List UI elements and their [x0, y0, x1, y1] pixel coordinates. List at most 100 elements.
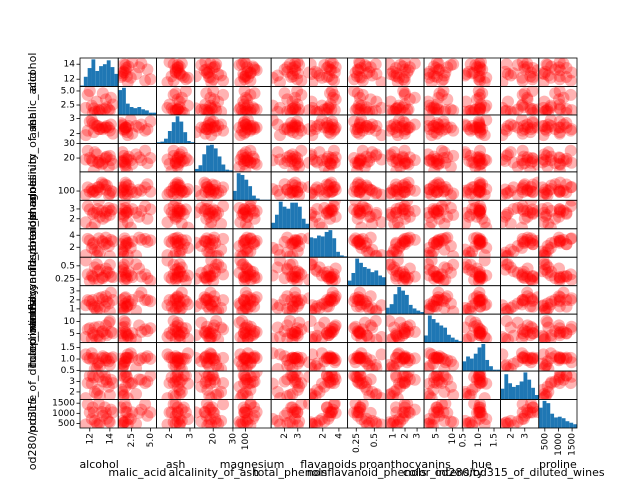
scatter-point	[86, 155, 99, 168]
cell	[80, 176, 119, 201]
scatter-point	[355, 221, 368, 229]
hist-bar	[443, 327, 448, 343]
scatter-point	[322, 352, 335, 365]
cell	[538, 86, 577, 115]
scatter-point	[507, 106, 520, 115]
scatter-point	[524, 206, 537, 219]
scatter-point	[273, 129, 286, 142]
scatter-point	[424, 249, 435, 258]
hist-bar	[412, 308, 417, 315]
scatter-point	[246, 376, 259, 389]
scatter-point	[118, 186, 127, 199]
scatter-point	[203, 332, 216, 343]
scatter-point	[500, 153, 509, 166]
scatter-point	[281, 246, 294, 258]
hist-bar	[225, 169, 230, 172]
scatter-point	[209, 60, 222, 73]
scatter-point	[549, 350, 562, 363]
cell	[118, 347, 157, 372]
scatter-point	[81, 200, 94, 213]
scatter-point	[398, 116, 411, 129]
scatter-point	[391, 188, 404, 201]
scatter-point	[233, 355, 246, 368]
scatter-point	[271, 413, 279, 426]
scatter-point	[169, 399, 182, 410]
scatter-point	[474, 401, 487, 414]
scatter-point	[90, 388, 103, 400]
scatter-point	[538, 202, 549, 215]
scatter-point	[473, 325, 486, 338]
scatter-point	[271, 243, 284, 256]
scatter-point	[139, 74, 152, 87]
scatter-point	[474, 178, 487, 191]
cell	[233, 114, 263, 142]
scatter-point	[392, 269, 405, 282]
scatter-point	[80, 418, 92, 428]
scatter-point	[167, 294, 180, 307]
scatter-point	[302, 104, 310, 115]
scatter-point	[441, 61, 454, 74]
scatter-point	[238, 234, 251, 247]
scatter-point	[173, 376, 186, 389]
scatter-point	[324, 325, 337, 338]
scatter-point	[309, 208, 317, 221]
scatter-point	[195, 121, 208, 134]
cell	[161, 347, 194, 372]
scatter-point	[239, 233, 252, 246]
cell	[500, 399, 539, 428]
scatter-point	[425, 257, 438, 267]
scatter-point	[281, 65, 294, 78]
scatter-point	[167, 305, 180, 315]
scatter-point	[366, 146, 379, 159]
scatter-point	[236, 104, 249, 115]
scatter-point	[200, 371, 213, 383]
scatter-point	[391, 330, 404, 343]
scatter-point	[360, 60, 373, 73]
scatter-point	[285, 155, 298, 168]
scatter-point	[394, 121, 407, 134]
scatter-point	[540, 258, 553, 271]
scatter-point	[473, 371, 486, 378]
scatter-point	[544, 71, 557, 84]
scatter-point	[348, 352, 361, 365]
scatter-point	[553, 126, 566, 139]
scatter-point	[356, 294, 369, 307]
scatter-point	[447, 149, 460, 162]
scatter-point	[124, 154, 137, 167]
scatter-point	[248, 102, 261, 115]
cell	[424, 315, 463, 343]
scatter-point	[286, 120, 299, 133]
cell	[118, 314, 157, 343]
scatter-point	[215, 118, 228, 131]
scatter-point	[244, 383, 257, 396]
scatter-point	[361, 156, 374, 169]
scatter-point	[237, 106, 250, 115]
scatter-point	[121, 257, 134, 267]
scatter-point	[355, 183, 368, 196]
scatter-point	[538, 186, 551, 199]
scatter-point	[353, 403, 366, 416]
scatter-point	[118, 154, 130, 167]
scatter-point	[241, 105, 254, 115]
cell	[271, 58, 310, 87]
scatter-point	[175, 146, 188, 159]
scatter-point	[325, 121, 338, 134]
scatter-point	[100, 295, 113, 308]
scatter-point	[427, 156, 440, 169]
scatter-point	[398, 127, 411, 140]
scatter-point	[204, 352, 217, 365]
scatter-point	[447, 358, 460, 371]
scatter-point	[385, 124, 396, 137]
scatter-point	[517, 101, 530, 114]
scatter-point	[348, 322, 361, 335]
scatter-point	[476, 87, 489, 100]
scatter-point	[239, 261, 252, 274]
scatter-point	[539, 65, 552, 78]
cell	[271, 347, 310, 372]
scatter-point	[504, 261, 517, 274]
y-tick-label: 2	[69, 295, 75, 305]
scatter-point	[354, 121, 367, 134]
scatter-point	[424, 67, 435, 80]
scatter-point	[181, 221, 194, 229]
scatter-point	[517, 265, 530, 278]
